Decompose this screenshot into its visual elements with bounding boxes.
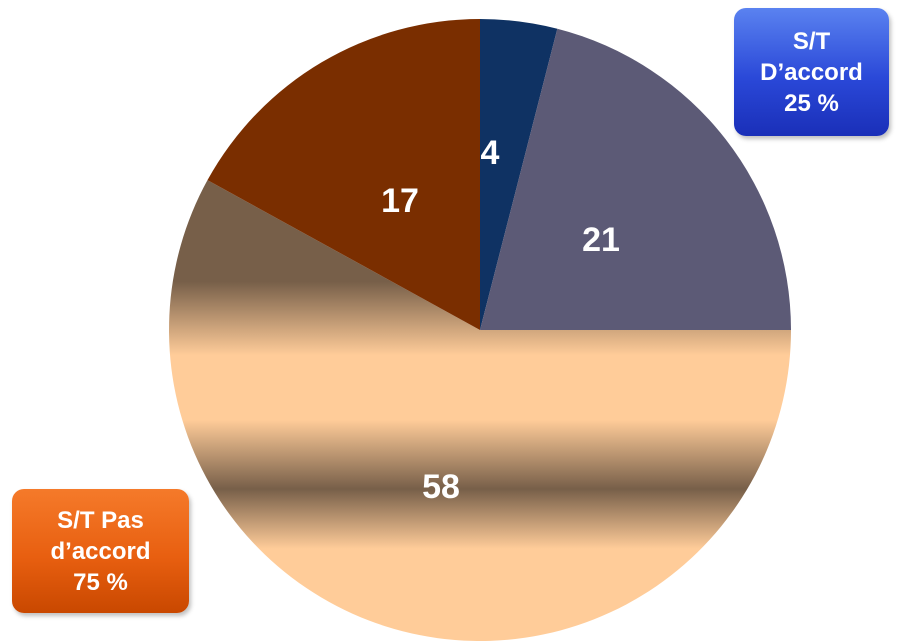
pie-slice-label-21: 21 — [582, 221, 620, 259]
agree-callout-line1: S/T — [792, 27, 831, 55]
disagree-callout-line3: 75 % — [73, 568, 128, 596]
disagree-callout-line1: S/T Pas — [57, 506, 144, 534]
pie-slice-58 — [169, 180, 792, 641]
pie-slice-4 — [480, 19, 558, 330]
disagree-total-callout: S/T Pas d’accord 75 % — [12, 489, 189, 613]
pie-slice-label-4: 4 — [481, 134, 500, 172]
pie-slice-21 — [480, 28, 791, 331]
pie-slice-label-58: 58 — [422, 468, 460, 506]
pie-slice-17 — [207, 19, 480, 330]
pie-labels: 4 21 58 17 — [381, 134, 620, 506]
pie-slice-label-17: 17 — [381, 182, 419, 220]
pie-slices — [169, 19, 792, 641]
agree-callout-line2: D’accord — [760, 58, 863, 86]
disagree-callout-line2: d’accord — [50, 537, 151, 565]
agree-total-callout: S/T D’accord 25 % — [734, 8, 889, 136]
agree-callout-line3: 25 % — [784, 89, 839, 117]
